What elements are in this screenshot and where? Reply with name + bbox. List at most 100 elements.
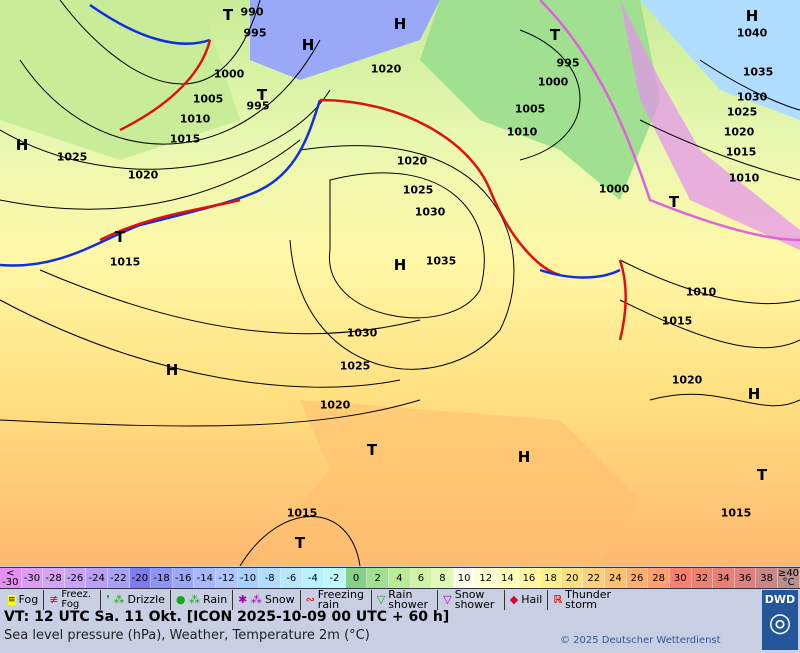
high-pressure-marker: H (745, 7, 759, 25)
isobar-label: 1025 (402, 183, 434, 197)
scale-cell: -6 (280, 568, 303, 588)
high-pressure-marker: H (747, 385, 761, 403)
scale-cell: -30 (21, 568, 44, 588)
low-pressure-marker: T (256, 86, 268, 104)
isobar-label: 1025 (56, 150, 88, 164)
scale-cell: 4 (388, 568, 411, 588)
isobar-label: 995 (246, 99, 270, 113)
low-pressure-marker: T (668, 193, 680, 211)
rain-shower-icon: ▽ (376, 593, 386, 606)
legend-fog: ≡ Fog (3, 590, 45, 610)
freezing-fog-icon: ≢ (49, 593, 59, 606)
thunderstorm-icon: ℝ (553, 593, 563, 606)
isobar-label: 990 (240, 5, 264, 19)
isobar-label: 1030 (736, 90, 768, 104)
isobar-label: 1015 (725, 145, 757, 159)
isobar-label: 1000 (537, 75, 569, 89)
drizzle-icon: ❜ ⁂ (106, 593, 125, 606)
scale-cell: 38 (756, 568, 778, 588)
scale-cell: 12 (475, 568, 498, 588)
low-pressure-marker: T (222, 6, 234, 24)
scale-cell: 0 (345, 568, 368, 588)
isobar-label: 1005 (192, 92, 224, 106)
isobar-label: 1035 (742, 65, 774, 79)
legend-freezing-fog: ≢ Freez. Fog (44, 590, 102, 610)
scale-cell: 24 (605, 568, 627, 588)
scale-cell: ≥40 °C (777, 568, 800, 588)
low-pressure-marker: T (549, 26, 561, 44)
legend-rain-shower: ▽ Rain shower (372, 589, 439, 610)
scale-cell: -8 (259, 568, 281, 588)
low-pressure-marker: T (114, 228, 126, 246)
weather-map: 990 995 1000 1005 995 1010 1015 1025 102… (0, 0, 800, 566)
swirl-icon: ◎ (768, 608, 792, 638)
scale-cell: -10 (237, 568, 260, 588)
legend-freezing-rain: ∾ Freezing rain (301, 589, 372, 610)
map-subtitle: Sea level pressure (hPa), Weather, Tempe… (4, 628, 370, 643)
scale-cell: 18 (540, 568, 562, 588)
isobar-label: 1020 (671, 373, 703, 387)
scale-cell: 36 (734, 568, 757, 588)
isobar-label: 1010 (728, 171, 760, 185)
weather-legend: ≡ Fog ≢ Freez. Fog ❜ ⁂ Drizzle ● ⁂ Rain ✱ ⁂ S… (3, 588, 693, 611)
high-pressure-marker: H (517, 448, 531, 466)
isobar-label: 1015 (720, 506, 752, 520)
isobar-label: 1020 (370, 62, 402, 76)
isobar-label: 1010 (179, 112, 211, 126)
copyright: © 2025 Deutscher Wetterdienst (560, 635, 721, 646)
isobar-label: 995 (556, 56, 580, 70)
isobar-label: 1000 (213, 67, 245, 81)
legend-drizzle: ❜ ⁂ Drizzle (101, 590, 171, 610)
legend-snow-shower: ▽ Snow shower (438, 589, 505, 610)
scale-cell: -22 (108, 568, 130, 588)
snow-icon: ✱ ⁂ (238, 593, 262, 606)
fronts (0, 0, 800, 341)
isobar-label: 1015 (109, 255, 141, 269)
high-pressure-marker: H (15, 136, 29, 154)
rain-icon: ● ⁂ (175, 593, 200, 606)
legend-snow: ✱ ⁂ Snow (233, 590, 301, 610)
low-pressure-marker: T (366, 441, 378, 459)
isobar-label: 1010 (685, 285, 717, 299)
scale-cell: 16 (518, 568, 541, 588)
scale-cell: -2 (324, 568, 346, 588)
high-pressure-marker: H (393, 15, 407, 33)
isobar-label: 1040 (736, 26, 768, 40)
snow-shower-icon: ▽ (443, 593, 452, 606)
temperature-color-scale: < -30 -30 -28 -26 -24 -22 -20 -18 -16 -14 -12 -10 -8… (0, 567, 800, 589)
isobar-label: 1015 (169, 132, 201, 146)
scale-cell: 6 (410, 568, 433, 588)
scale-cell: -12 (216, 568, 238, 588)
scale-cell: 14 (497, 568, 519, 588)
scale-cell: 22 (583, 568, 606, 588)
legend-thunderstorm: ℝ Thunder storm (553, 588, 612, 611)
hail-icon: ◆ (509, 593, 519, 606)
scale-cell: -28 (43, 568, 65, 588)
scale-cell: 28 (648, 568, 670, 588)
valid-time: VT: 12 UTC Sa. 11 Okt. [ICON 2025-10-09 … (4, 609, 450, 625)
legend-rain: ● ⁂ Rain (171, 590, 234, 610)
scale-cell: 20 (561, 568, 584, 588)
low-pressure-marker: T (294, 534, 306, 552)
legend-hail: ◆ Hail (505, 590, 549, 610)
scale-cell: -14 (194, 568, 217, 588)
isobar-label: 1000 (598, 182, 630, 196)
isobar-label: 1025 (339, 359, 371, 373)
isobar-label: 1010 (506, 125, 538, 139)
low-pressure-marker: T (756, 466, 768, 484)
isobar-label: 1030 (346, 326, 378, 340)
scale-cell: -24 (86, 568, 109, 588)
scale-cell: 30 (669, 568, 692, 588)
isobar-label: 1025 (726, 105, 758, 119)
temperature-field (0, 0, 800, 566)
isobar-label: 1005 (514, 102, 546, 116)
high-pressure-marker: H (165, 361, 179, 379)
scale-cell: 26 (626, 568, 649, 588)
isobar-label: 1035 (425, 254, 457, 268)
dwd-logo: DWD ◎ (762, 590, 798, 650)
isobars (0, 0, 800, 566)
isobar-label: 1020 (396, 154, 428, 168)
scale-cell: -4 (302, 568, 325, 588)
scale-cell: 34 (713, 568, 735, 588)
freezing-rain-icon: ∾ (305, 593, 315, 606)
